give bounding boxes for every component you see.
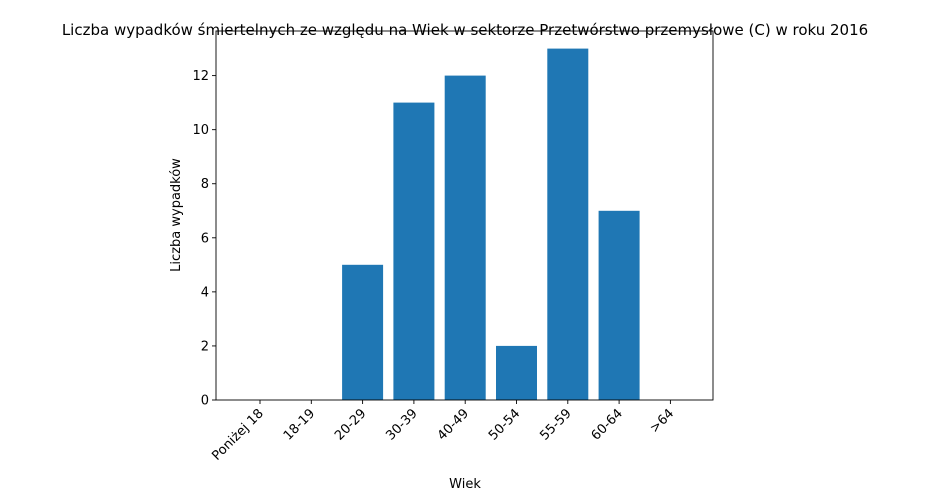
bar bbox=[342, 264, 384, 400]
y-tick-label: 2 bbox=[201, 339, 209, 354]
x-tick-label: Poniżej 18 bbox=[209, 406, 266, 463]
x-tick-label: 50-54 bbox=[486, 406, 523, 443]
y-axis-label: Liczba wypadków bbox=[169, 158, 184, 272]
bar bbox=[393, 102, 435, 400]
x-axis-ticks: Poniżej 18 18-19 20-29 30-39 40-49 50-54 55-59… bbox=[209, 400, 677, 464]
y-tick-label: 0 bbox=[201, 394, 209, 409]
bars bbox=[342, 48, 640, 400]
y-tick-label: 6 bbox=[201, 231, 209, 246]
x-tick-label: 55-59 bbox=[537, 406, 574, 443]
x-tick-label: >64 bbox=[647, 406, 677, 436]
bar bbox=[496, 345, 537, 400]
bar bbox=[547, 48, 589, 400]
bar bbox=[598, 210, 640, 400]
y-tick-label: 8 bbox=[201, 177, 209, 192]
x-tick-label: 30-39 bbox=[383, 406, 420, 443]
x-tick-label: 20-29 bbox=[332, 406, 369, 443]
x-tick-label: 18-19 bbox=[281, 406, 318, 443]
y-tick-label: 4 bbox=[201, 285, 209, 300]
plot-frame bbox=[215, 30, 714, 401]
y-tick-label: 10 bbox=[192, 123, 209, 138]
chart-title: Liczba wypadków śmiertelnych ze względu … bbox=[62, 21, 868, 39]
x-tick-label: 40-49 bbox=[435, 406, 472, 443]
y-axis-ticks: 0 2 4 6 8 10 12 bbox=[192, 69, 216, 409]
x-axis-label: Wiek bbox=[449, 477, 481, 492]
y-tick-label: 12 bbox=[192, 69, 209, 84]
bar bbox=[444, 75, 486, 400]
x-tick-label: 60-64 bbox=[589, 406, 626, 443]
